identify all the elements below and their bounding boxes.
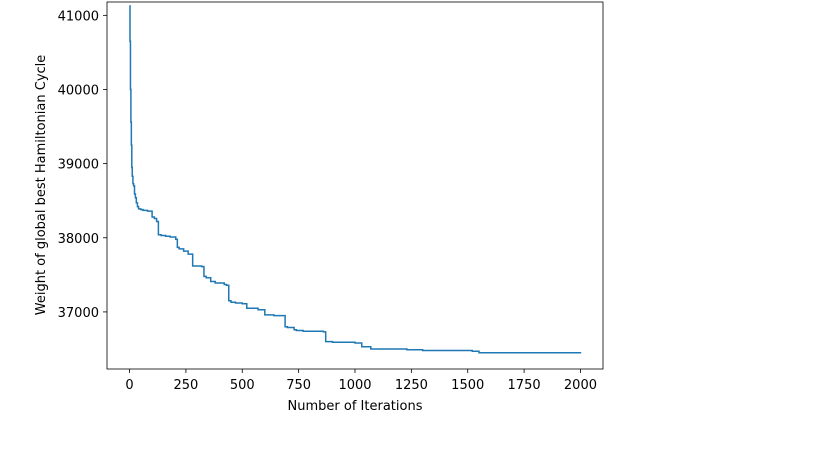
x-axis-label: Number of Iterations — [288, 399, 423, 414]
y-axis-ticks: 37000 38000 39000 40000 41000 — [58, 9, 107, 321]
x-tick-label: 250 — [173, 378, 198, 393]
y-tick-label: 37000 — [58, 306, 99, 321]
x-tick-label: 1250 — [395, 378, 428, 393]
x-tick-label: 750 — [286, 378, 311, 393]
y-tick-label: 41000 — [58, 9, 99, 24]
y-tick-label: 39000 — [58, 158, 99, 173]
x-tick-label: 0 — [125, 378, 133, 393]
x-tick-label: 2000 — [564, 378, 597, 393]
x-tick-label: 1500 — [451, 378, 484, 393]
x-tick-label: 1750 — [508, 378, 541, 393]
y-axis-label: Weight of global best Hamiltonian Cycle — [34, 55, 49, 316]
y-tick-label: 38000 — [58, 232, 99, 247]
series-line — [129, 4, 582, 354]
x-tick-label: 500 — [230, 378, 255, 393]
y-tick-label: 40000 — [58, 83, 99, 98]
x-axis-ticks: 0 250 500 750 1000 1250 1500 1750 2000 — [125, 369, 597, 393]
x-tick-label: 1000 — [338, 378, 371, 393]
plot-frame — [106, 1, 604, 370]
